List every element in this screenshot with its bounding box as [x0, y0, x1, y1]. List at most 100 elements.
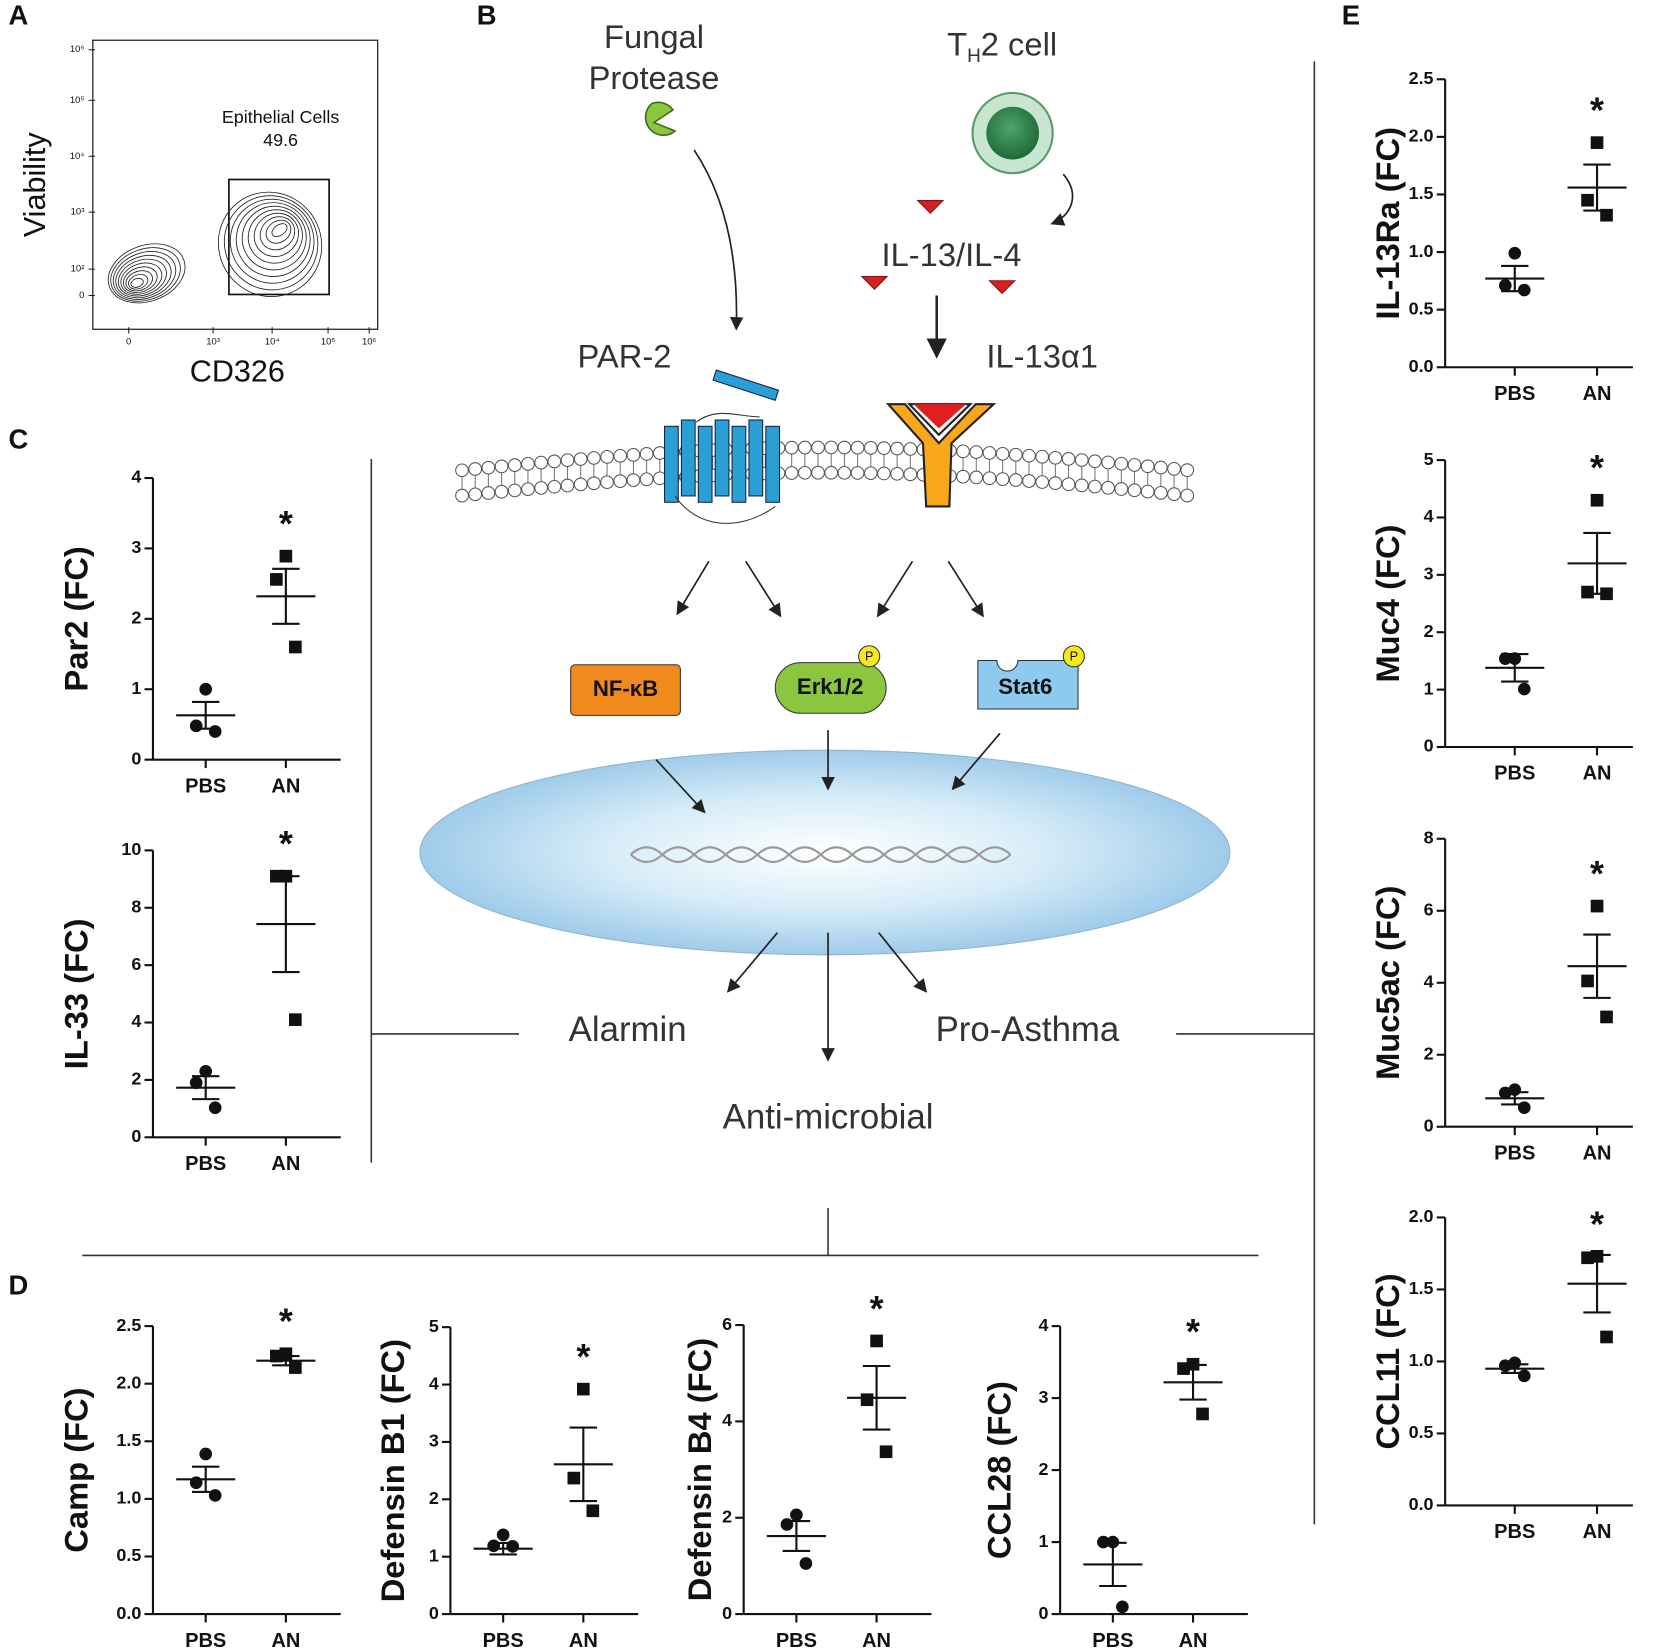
y-tick-label: 2 — [131, 1069, 141, 1089]
arrow — [878, 932, 928, 993]
point — [1517, 1369, 1531, 1383]
dot-plot: 0 1 2 3 4 5 Defensin B1 (FC) PBS AN * — [374, 1316, 639, 1648]
lipid — [521, 482, 535, 497]
point — [1590, 899, 1604, 913]
lipid — [639, 472, 654, 487]
lipid — [1140, 484, 1155, 499]
lipid — [455, 463, 469, 478]
point — [1590, 493, 1604, 507]
contour — [247, 209, 303, 264]
x-tick-label: 0 — [126, 336, 131, 347]
point — [1517, 1101, 1531, 1114]
point — [1590, 136, 1604, 149]
lipid — [863, 441, 878, 455]
y-axis-label: Par2 (FC) — [58, 546, 95, 691]
y-tick-label: 1 — [131, 678, 141, 698]
lipid — [877, 441, 891, 456]
point — [289, 1361, 302, 1374]
lipid — [455, 488, 469, 503]
y-tick-label: 5 — [429, 1316, 439, 1336]
lipid — [481, 486, 496, 500]
gate-value: 49.6 — [263, 130, 298, 150]
point — [1600, 587, 1613, 601]
x-tick-label: PBS — [483, 1630, 524, 1648]
y-tick-label: 0 — [131, 1126, 141, 1146]
dot-plot: 0 1 2 3 4 5 Muc4 (FC) PBS AN * — [1369, 448, 1633, 785]
arrow — [876, 560, 914, 618]
lipid — [573, 452, 588, 466]
y-tick-label: 4 — [429, 1373, 439, 1393]
lipid — [613, 448, 628, 463]
lipid — [1127, 483, 1142, 498]
y-tick-label: 0.5 — [1409, 1422, 1434, 1442]
y-axis-label: Defensin B4 (FC) — [681, 1338, 718, 1601]
y-tick-label: 8 — [131, 896, 141, 916]
lipid — [1114, 482, 1129, 496]
point — [1581, 585, 1594, 599]
lipid — [1074, 453, 1089, 467]
y-tick-label: 2.5 — [1409, 68, 1434, 88]
lipid — [468, 462, 483, 476]
lipid — [969, 470, 984, 485]
dna — [630, 846, 1012, 864]
y-tick-label: 4 — [1039, 1315, 1049, 1335]
lipid — [1048, 450, 1063, 465]
dot-plot: 0 2 4 6 8 Muc5ac (FC) PBS AN * — [1369, 828, 1633, 1164]
phospho-label: P — [865, 650, 873, 664]
annotation: * — [1590, 448, 1604, 488]
th2-label: TH2 cell — [947, 25, 1057, 67]
lipid — [784, 440, 799, 455]
arrow — [726, 932, 779, 993]
annotation: * — [576, 1337, 590, 1377]
lipid — [811, 465, 825, 480]
y-tick-label: 1.0 — [1409, 241, 1434, 261]
point — [1508, 1356, 1522, 1370]
contour — [229, 198, 315, 284]
y-axis-label: CCL28 (FC) — [981, 1381, 1018, 1559]
contour — [112, 251, 177, 300]
output-label: Anti-microbial — [723, 1098, 934, 1137]
x-tick-label: 10⁵ — [321, 336, 336, 347]
dot-plot: 0.0 0.5 1.0 1.5 2.0 2.5 IL-13Ra (FC) PBS AN * — [1369, 68, 1633, 405]
y-tick-label: 2 — [722, 1506, 732, 1526]
par2-helix — [664, 425, 679, 503]
point — [1508, 652, 1522, 665]
dot-plot: 0 1 2 3 4 Par2 (FC) PBS AN * — [58, 467, 341, 797]
point — [1498, 652, 1512, 665]
lipid — [1008, 473, 1023, 487]
lipid — [573, 477, 588, 492]
contour — [122, 266, 158, 293]
par2-helix — [765, 425, 781, 503]
lipid — [784, 466, 799, 480]
lipid — [534, 481, 548, 495]
y-axis-label: Muc5ac (FC) — [1369, 886, 1406, 1080]
point — [270, 573, 283, 586]
x-tick-label: PBS — [1092, 1630, 1133, 1648]
contour — [217, 191, 323, 298]
annotation: * — [1590, 854, 1604, 894]
membrane — [455, 419, 1195, 503]
lipid — [521, 456, 535, 471]
point — [1581, 974, 1594, 988]
point — [799, 1557, 813, 1570]
th2-nucleus — [986, 106, 1040, 160]
contour — [265, 219, 292, 244]
point — [790, 1508, 803, 1522]
lipid — [995, 446, 1010, 461]
lipid — [956, 469, 970, 484]
y-tick-label: 0.0 — [116, 1603, 141, 1623]
contour — [107, 243, 186, 304]
lipid — [507, 483, 522, 498]
lipid — [639, 447, 654, 461]
par2-helix — [680, 419, 696, 497]
frame-lines — [82, 61, 1316, 1525]
gate — [228, 178, 330, 296]
cytokine-label: IL-13/IL-4 — [882, 236, 1022, 273]
y-axis-label: Defensin B1 (FC) — [374, 1339, 411, 1602]
y-tick-label: 3 — [1039, 1387, 1049, 1407]
arrow — [655, 759, 706, 814]
x-tick-label: AN — [569, 1630, 598, 1648]
lipid — [797, 465, 812, 480]
x-tick-label: PBS — [1494, 1142, 1535, 1164]
